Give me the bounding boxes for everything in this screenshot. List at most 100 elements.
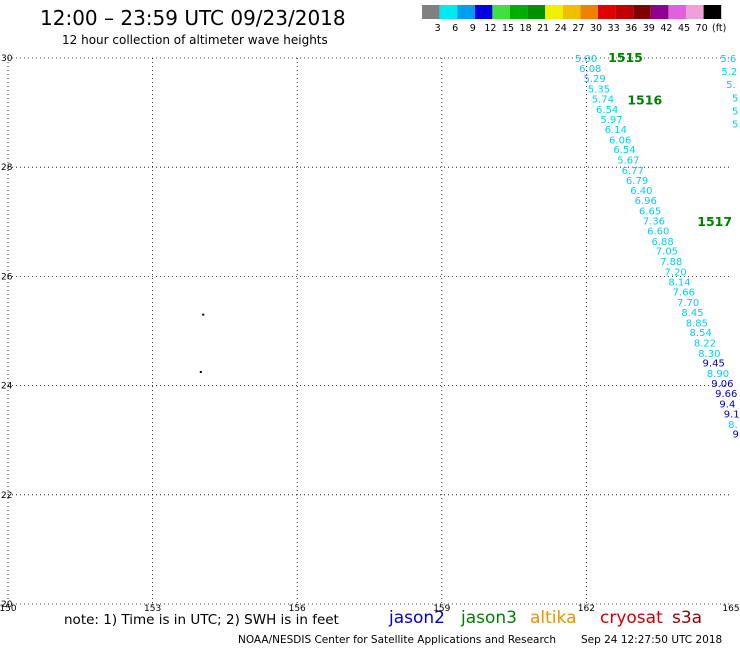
legend-label-10: 33 — [608, 23, 620, 34]
wave-height-label: 9.1 — [724, 409, 740, 420]
legend-label-7: 24 — [555, 23, 567, 34]
legend-label-6: 21 — [537, 23, 549, 34]
legend-swatch-12 — [633, 5, 651, 19]
wave-height-label: 7.88 — [660, 257, 682, 268]
legend-label-0: 3 — [435, 23, 441, 34]
wave-height-label: 8.22 — [694, 338, 716, 349]
wave-height-label: 9 — [732, 430, 738, 441]
wave-height-label: 8.14 — [668, 277, 690, 288]
lon-tick-label: 159 — [433, 604, 450, 614]
wave-height-label: 7.36 — [643, 217, 665, 228]
wave-height-label: 5.6 — [720, 54, 736, 65]
wave-height-label: 6.08 — [579, 64, 601, 75]
wave-height-label: 5.74 — [592, 94, 614, 105]
wave-height-label: 6.65 — [639, 206, 661, 217]
color-legend: 3 6 9 12 15 18 21 24 27 30 33 36 39 42 45 70 (ft) — [422, 5, 726, 34]
legend-label-13: 42 — [660, 23, 672, 34]
legend-label-5: 18 — [520, 23, 532, 34]
legend-label-12: 39 — [643, 23, 655, 34]
wave-height-label: 5.2 — [721, 67, 737, 78]
wave-height-label: 5.00 — [575, 54, 597, 65]
wave-height-label: 6.79 — [626, 176, 648, 187]
wave-height-label: 5.35 — [588, 85, 610, 96]
satellite-cryosat: cryosat — [600, 608, 663, 628]
wave-height-label: 9.66 — [715, 389, 737, 400]
legend-label-3: 12 — [484, 23, 496, 34]
land-point-1 — [199, 370, 202, 373]
legend-swatch-11 — [615, 5, 634, 19]
legend-label-8: 27 — [572, 23, 584, 34]
legend-label-14: 45 — [678, 23, 690, 34]
legend-swatch-14 — [668, 5, 686, 19]
generation-timestamp: Sep 24 12:27:50 UTC 2018 — [581, 634, 723, 646]
lat-tick-label: 22 — [1, 491, 12, 501]
legend-label-15: 70 — [696, 23, 708, 34]
wave-height-label: 6.60 — [647, 227, 669, 238]
legend-label-9: 30 — [590, 23, 602, 34]
map-title: 12:00 – 23:59 UTC 09/23/2018 — [40, 6, 346, 30]
wave-height-label: 8.45 — [681, 308, 703, 319]
wave-height-label: 6.06 — [609, 135, 631, 146]
legend-swatch-9 — [580, 5, 598, 19]
wave-height-label: 5 — [732, 93, 738, 104]
satellite-altika: altika — [530, 608, 577, 628]
satellite-s3a: s3a — [672, 608, 703, 628]
legend-swatch-6 — [527, 5, 546, 19]
lon-tick-label: 156 — [289, 604, 306, 614]
wave-height-label: 8.85 — [686, 318, 708, 329]
lat-tick-label: 26 — [1, 272, 13, 282]
wave-height-label: 8. — [728, 420, 738, 431]
legend-label-11: 36 — [625, 23, 637, 34]
land-point-0 — [202, 313, 205, 316]
wave-height-label: 6.88 — [651, 237, 673, 248]
lat-tick-label: 28 — [1, 163, 13, 173]
lat-tick-label: 30 — [1, 54, 13, 64]
footer-note: note: 1) Time is in UTC; 2) SWH is in fe… — [64, 612, 339, 628]
track-time-label: 1516 — [627, 93, 662, 108]
wave-height-label: 6.77 — [622, 166, 644, 177]
lon-tick-label: 153 — [144, 604, 161, 614]
wave-height-label: 5.67 — [617, 156, 639, 167]
satellite-jason3: jason3 — [461, 608, 517, 628]
lon-tick-label: 165 — [722, 604, 739, 614]
wave-height-label: 7.05 — [656, 247, 678, 258]
legend-swatch-2 — [457, 5, 475, 19]
legend-swatch-3 — [474, 5, 493, 19]
legend-swatch-4 — [492, 5, 510, 19]
lon-tick-label: 150 — [0, 604, 17, 614]
wave-height-label: 6.96 — [635, 196, 657, 207]
wave-height-label: 8.30 — [698, 349, 720, 360]
wave-height-label: 5 — [732, 120, 738, 131]
legend-swatch-1 — [439, 5, 458, 19]
track-time-label: 1517 — [697, 214, 732, 229]
wave-height-label: 6.54 — [613, 145, 635, 156]
lon-tick-label: 162 — [578, 604, 595, 614]
legend-swatch-7 — [545, 5, 563, 19]
wave-height-label: 8.54 — [690, 328, 712, 339]
map-subtitle: 12 hour collection of altimeter wave hei… — [62, 33, 328, 47]
legend-swatch-15 — [686, 5, 704, 19]
wave-height-label: 7.66 — [673, 288, 695, 299]
lat-tick-label: 24 — [1, 382, 13, 392]
lat-tick-label: 20 — [1, 600, 13, 610]
wave-height-label: 6.14 — [605, 125, 627, 136]
wave-height-label: 6.40 — [630, 186, 652, 197]
wave-height-label: 5. — [726, 80, 736, 91]
legend-swatch-16 — [703, 5, 722, 19]
wave-height-label: 5.97 — [600, 115, 622, 126]
legend-label-2: 9 — [470, 23, 476, 34]
legend-swatch-10 — [598, 5, 616, 19]
legend-swatch-13 — [650, 5, 669, 19]
legend-swatch-0 — [422, 5, 440, 19]
legend-label-1: 6 — [452, 23, 458, 34]
wave-height-label: 7.70 — [677, 298, 699, 309]
track-time-label: 1515 — [608, 50, 643, 65]
wave-height-label: 6.54 — [596, 105, 618, 116]
legend-label-16: (ft) — [712, 23, 726, 34]
legend-swatch-8 — [562, 5, 581, 19]
satellite-jason2: jason2 — [389, 608, 445, 628]
wave-height-label: 7.20 — [664, 267, 686, 278]
wave-height-label: 9.4 — [719, 400, 735, 411]
wave-height-label: 8.90 — [707, 369, 729, 380]
